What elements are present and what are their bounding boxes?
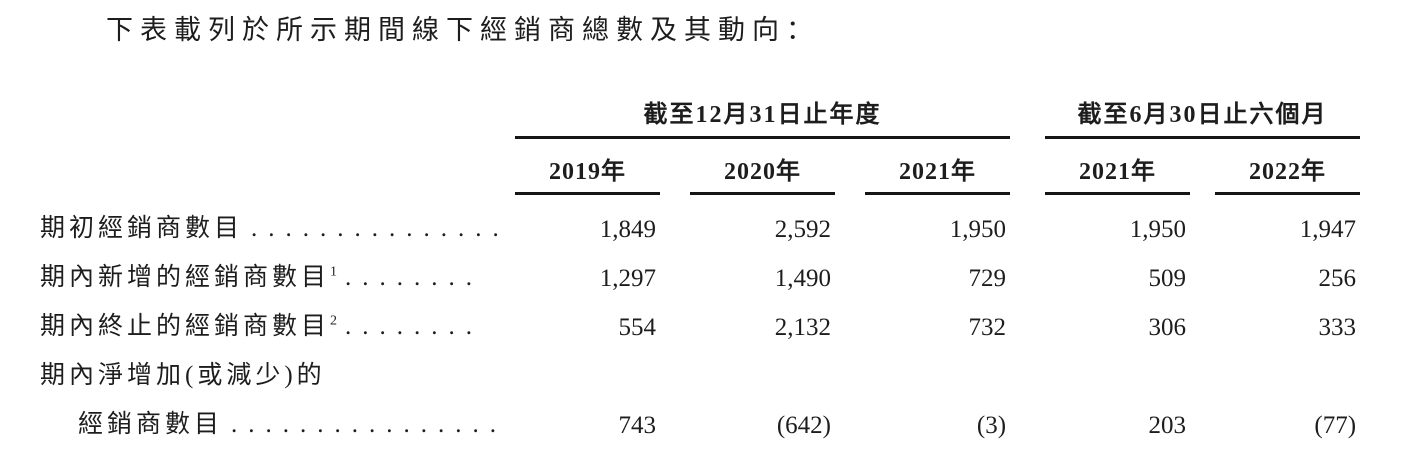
value-cell: 2,592	[774, 215, 831, 243]
value-cell	[690, 349, 835, 398]
row-label: 期內終止的經銷商數目2........	[40, 300, 515, 349]
value-cell: 1,950	[1129, 215, 1187, 243]
value-cell: 729	[968, 264, 1007, 292]
table-row-net-increase-values: 經銷商數目................ 743 (642) (3) 203 …	[40, 398, 1360, 447]
value-cell: (3)	[976, 411, 1007, 439]
value-cell: 2,153	[1045, 447, 1190, 453]
value-cell: 1,870	[1215, 447, 1360, 453]
intro-text: 下表載列於所示期間線下經銷商總數及其動向：	[106, 15, 820, 45]
value-cell: 306	[1148, 313, 1187, 341]
year-header-spacer	[40, 138, 515, 194]
group-header-six-months-jun30: 截至6月30日止六個月	[1045, 90, 1361, 139]
year-header-2021-h1: 2021年	[1045, 137, 1191, 195]
value-cell	[865, 349, 1010, 398]
value-cell: 256	[1318, 264, 1357, 292]
dot-leader: ........	[345, 312, 484, 340]
value-cell	[1215, 349, 1360, 398]
row-label: 期初經銷商數目...............	[40, 194, 515, 251]
row-label-text: 期內淨增加(或減少)的	[40, 361, 326, 389]
value-cell: 333	[1318, 313, 1357, 341]
distributors-table: 截至12月31日止年度 截至6月30日止六個月 2019年 2020年 2021…	[40, 90, 1361, 453]
year-header-2021: 2021年	[865, 137, 1011, 195]
footnote-sup: 2	[330, 313, 338, 329]
value-cell: 2,592	[515, 447, 660, 453]
table-row-net-increase-label: 期內淨增加(或減少)的	[40, 349, 1360, 398]
row-label: 期內新增的經銷商數目1........	[40, 251, 515, 300]
row-label-text: 期內終止的經銷商數目	[40, 312, 331, 340]
value-cell: 1,950	[690, 447, 835, 453]
value-cell: 203	[1148, 411, 1187, 439]
value-cell: 1,950	[949, 215, 1007, 243]
row-label-text: 經銷商數目	[78, 410, 224, 438]
table-row-closing-distributors: 期末經銷商數目............... 2,592 1,950 1,947…	[40, 447, 1360, 453]
value-cell: (642)	[776, 411, 831, 439]
value-cell: 732	[968, 313, 1007, 341]
col-gap	[660, 138, 690, 194]
table-row-opening-distributors: 期初經銷商數目............... 1,849 2,592 1,950…	[40, 194, 1360, 251]
row-label-text: 期初經銷商數目	[40, 214, 244, 242]
value-cell: 1,947	[1299, 215, 1357, 243]
value-cell: (77)	[1314, 411, 1357, 439]
group-header-row: 截至12月31日止年度 截至6月30日止六個月	[40, 90, 1361, 139]
col-gap	[835, 138, 865, 194]
year-header-2019: 2019年	[515, 137, 660, 195]
row-label-text: 期內新增的經銷商數目	[40, 263, 331, 291]
value-cell	[515, 349, 660, 398]
value-cell: 1,849	[599, 215, 656, 243]
value-cell: 1,947	[865, 447, 1010, 453]
value-cell: 509	[1148, 264, 1187, 292]
value-cell: 554	[618, 313, 657, 341]
footnote-sup: 1	[330, 264, 338, 280]
table-row-added-distributors: 期內新增的經銷商數目1........ 1,297 1,490 729 509 …	[40, 251, 1360, 300]
row-label: 期末經銷商數目...............	[40, 447, 515, 453]
dot-leader: ...............	[251, 214, 510, 242]
dot-leader: ................	[231, 410, 508, 438]
year-header-2022: 2022年	[1215, 137, 1361, 195]
value-cell: 1,490	[774, 264, 831, 292]
dot-leader: ........	[345, 263, 484, 291]
value-cell: 743	[618, 411, 657, 439]
group-gap	[1010, 138, 1045, 194]
value-cell: 1,297	[599, 264, 656, 292]
group-header-year-ended-dec31: 截至12月31日止年度	[515, 90, 1011, 139]
col-gap	[1190, 138, 1215, 194]
group-gap	[1010, 90, 1045, 138]
row-label: 經銷商數目................	[40, 398, 515, 447]
group-header-spacer	[40, 90, 515, 138]
year-header-row: 2019年 2020年 2021年 2021年 2022年	[40, 137, 1361, 195]
row-label: 期內淨增加(或減少)的	[40, 349, 515, 398]
value-cell: 2,132	[774, 313, 831, 341]
value-cell	[1045, 349, 1190, 398]
year-header-2020: 2020年	[690, 137, 835, 195]
table-row-terminated-distributors: 期內終止的經銷商數目2........ 554 2,132 732 306 33…	[40, 300, 1360, 349]
